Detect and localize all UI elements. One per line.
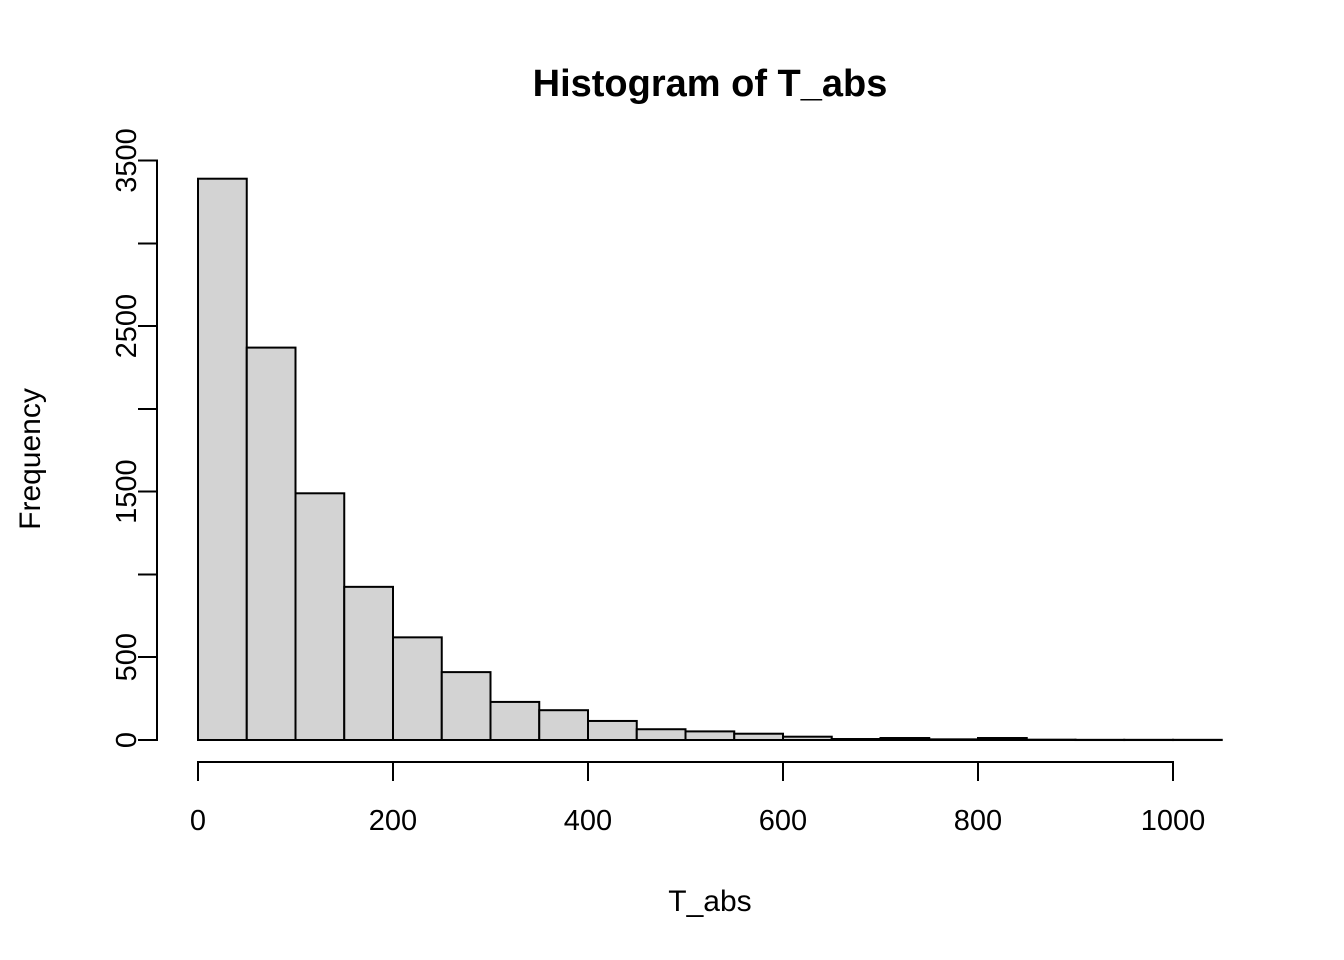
histogram-bar (782, 735, 833, 742)
y-tick-label: 2500 (111, 294, 143, 359)
histogram-bar (294, 492, 346, 741)
x-tick-label: 600 (759, 805, 807, 837)
x-tick-label: 400 (564, 805, 612, 837)
histogram-bar (830, 738, 882, 742)
x-axis-title: T_abs (668, 885, 751, 918)
histogram-bar (684, 730, 736, 742)
axes-layer: 0 500 1500 2500 3500 0 200 400 600 800 1000 (111, 128, 1205, 837)
y-tick-label: 1500 (111, 459, 143, 524)
y-tick-label: 500 (111, 633, 143, 681)
chart-title: Histogram of T_abs (533, 63, 888, 105)
x-tick-label: 800 (954, 805, 1002, 837)
y-tick-label: 3500 (111, 128, 143, 193)
histogram-bar (197, 177, 248, 741)
histogram-bar (343, 585, 394, 741)
histogram-bar (879, 737, 931, 742)
bars-layer (197, 177, 1223, 742)
histogram-bar (587, 719, 638, 742)
histogram-bar (392, 636, 443, 741)
histogram-bar (977, 737, 1028, 742)
histogram-bar (440, 671, 492, 741)
histogram-bar (635, 728, 687, 741)
histogram-bar (733, 732, 784, 742)
y-tick-label: 0 (111, 732, 143, 748)
x-tick-label: 200 (369, 805, 417, 837)
x-tick-label: 1000 (1141, 805, 1206, 837)
histogram-bar (489, 700, 541, 741)
histogram-bar (538, 709, 589, 742)
y-axis-title: Frequency (14, 388, 47, 530)
histogram-bar (245, 346, 297, 741)
x-tick-label: 0 (190, 805, 206, 837)
histogram-bar (928, 738, 979, 742)
